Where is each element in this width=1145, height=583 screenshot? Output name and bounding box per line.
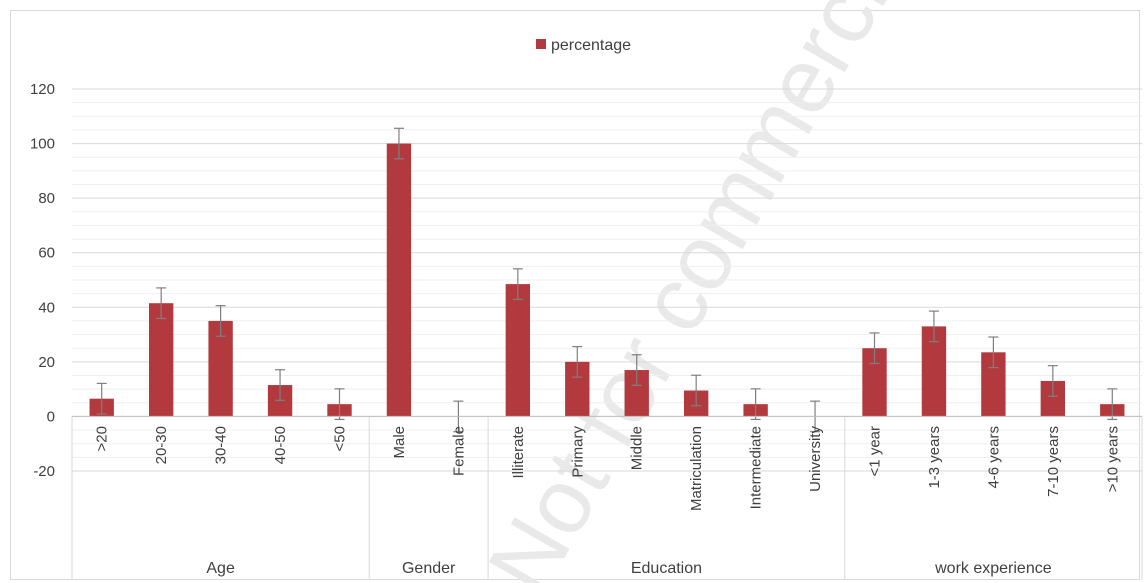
y-tick-label: 80 [38,190,55,207]
group-label: work experience [934,560,1052,577]
bar [148,303,174,417]
bars-layer [89,127,1125,433]
y-tick-label: 60 [38,245,55,262]
x-tick-label: <50 [332,426,349,451]
x-tick-label: >20 [94,426,111,451]
bar [208,320,233,417]
bar [386,143,412,417]
watermark: Not for commercial use only [469,0,1127,583]
y-tick-label: -20 [33,463,55,480]
x-tick-label: Female [450,426,467,476]
x-tick-label: 1-3 years [926,426,943,489]
y-tick-label: 20 [38,354,55,371]
x-tick-label: 4-6 years [985,426,1002,489]
x-tick-label: 20-30 [153,426,170,464]
y-tick-label: 40 [38,299,55,316]
y-tick-label: 120 [30,81,55,98]
x-tick-label: Illiterate [510,426,527,479]
x-tick-label: Male [391,426,408,459]
legend-label: percentage [551,37,631,54]
x-tick-label: 30-40 [213,426,230,464]
bar [505,284,531,417]
x-tick-label: Matriculation [688,426,705,511]
grid-layer [72,88,1142,472]
x-tick-label: <1 year [867,426,884,476]
chart-frame [10,10,1140,580]
x-tick-label: University [807,426,824,492]
legend-swatch [536,39,546,49]
x-tick-label: 7-10 years [1045,426,1062,497]
group-label: Age [206,560,235,577]
y-tick-label: 100 [30,136,55,153]
legend: percentage [536,37,631,54]
x-tick-label: 40-50 [272,426,289,464]
x-tick-label: >10 years [1104,426,1121,492]
group-label: Gender [402,560,456,577]
axis-layer: -20 0 20 40 60 80 100 120 Age Gender Education work… [30,81,1143,580]
group-label: Education [631,560,702,577]
y-tick-label: 0 [47,408,55,425]
x-tick-label: Intermediate [748,426,765,509]
x-tick-label: Primary [569,426,586,478]
x-tick-label: Middle [629,426,646,470]
